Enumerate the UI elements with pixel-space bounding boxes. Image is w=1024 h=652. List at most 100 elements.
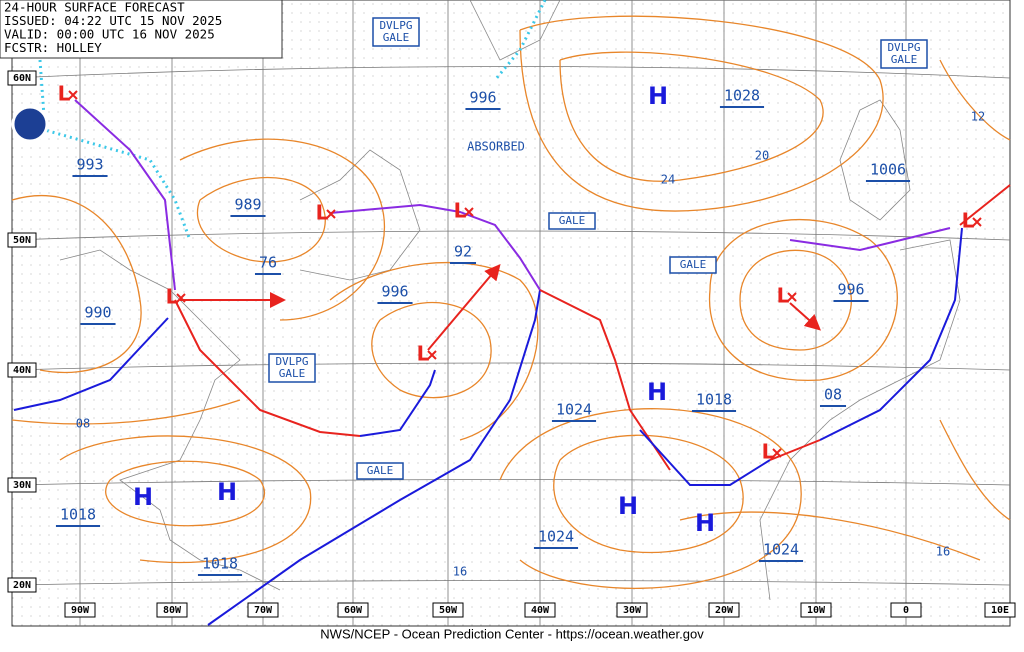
lon-label: 10W [807, 605, 826, 616]
lon-label-box [708, 602, 740, 618]
lon-label-box [432, 602, 464, 618]
lat-label-box [7, 477, 37, 493]
low-center: L [762, 440, 775, 464]
pressure-label: 1024 [763, 541, 799, 559]
grid [11, 0, 1011, 626]
pressure-label: 1006 [870, 161, 906, 179]
isobar-label: 20 [755, 149, 769, 163]
lat-label: 30N [13, 480, 31, 491]
pressure-label: 08 [824, 386, 842, 404]
coastlines [59, 0, 961, 601]
lon-label: 50W [439, 605, 458, 616]
lat-label: 40N [13, 365, 31, 376]
lat-label-box [7, 70, 37, 86]
isobar-label: 24 [661, 173, 675, 187]
lon-label-box [890, 602, 922, 618]
high-center: H [648, 82, 668, 110]
warning-box [268, 353, 316, 383]
warning-box [669, 256, 717, 274]
low-center: L [58, 82, 71, 106]
lon-label: 70W [254, 605, 273, 616]
lon-label-box [247, 602, 279, 618]
isobar-label: 16 [936, 545, 950, 559]
lon-label: 60W [344, 605, 363, 616]
lon-label: 30W [623, 605, 642, 616]
low-center: L [417, 342, 430, 366]
low-cross [464, 207, 474, 217]
pressure-label: 1024 [556, 401, 592, 419]
lon-label: 0 [903, 605, 909, 616]
header-line: FCSTR: HOLLEY [4, 40, 102, 55]
annotation: ABSORBED [467, 140, 525, 154]
warning-label: GALE [367, 464, 394, 477]
pressure-label: 1018 [202, 555, 238, 573]
lat-label-box [7, 232, 37, 248]
pressure-label: 996 [381, 283, 408, 301]
low-center: L [962, 209, 975, 233]
high-center: H [695, 509, 715, 537]
lat-label-box [7, 362, 37, 378]
warning-box [548, 212, 596, 230]
pressure-label: 76 [259, 254, 277, 272]
tracks [180, 263, 821, 351]
warning-label: GALE [680, 258, 707, 271]
isobar-label: 16 [453, 565, 467, 579]
lon-label: 20W [715, 605, 734, 616]
lon-label-box [337, 602, 369, 618]
lon-label-box [800, 602, 832, 618]
warning-label: GALE [559, 214, 586, 227]
warning-label: DVLPG [379, 19, 412, 32]
isobar-label: 08 [76, 417, 90, 431]
nws-logo [11, 105, 49, 143]
lon-label-box [984, 602, 1016, 618]
low-cross [972, 217, 982, 227]
high-center: H [217, 478, 237, 506]
isobars [11, 15, 1011, 589]
isobar-label: 12 [971, 110, 985, 124]
high-center: H [647, 378, 667, 406]
low-cross [787, 292, 797, 302]
warning-label: GALE [279, 367, 306, 380]
lon-label: 80W [163, 605, 182, 616]
low-center: L [777, 284, 790, 308]
header-box [0, 0, 283, 59]
low-cross [176, 293, 186, 303]
pressure-label: 996 [837, 281, 864, 299]
low-center: L [316, 201, 329, 225]
low-cross [427, 350, 437, 360]
pressure-label: 1018 [696, 391, 732, 409]
footer: NWS/NCEP - Ocean Prediction Center - htt… [320, 626, 704, 641]
low-center: L [166, 285, 179, 309]
pressure-label: 993 [76, 156, 103, 174]
pressure-label: 990 [84, 304, 111, 322]
warning-box [372, 17, 420, 47]
pressure-label: 989 [234, 196, 261, 214]
ice-edge [38, 0, 547, 241]
lat-label-box [7, 577, 37, 593]
warning-label: DVLPG [887, 41, 920, 54]
lon-label: 90W [71, 605, 90, 616]
pressure-label: 996 [469, 89, 496, 107]
lat-label: 50N [13, 235, 31, 246]
warning-box [356, 462, 404, 480]
low-cross [326, 209, 336, 219]
low-cross [68, 90, 78, 100]
lon-label-box [616, 602, 648, 618]
lon-label: 40W [531, 605, 550, 616]
header-line: ISSUED: 04:22 UTC 15 NOV 2025 [4, 13, 222, 28]
pressure-label: 1018 [60, 506, 96, 524]
warning-label: DVLPG [275, 355, 308, 368]
fronts [13, 99, 1011, 626]
warning-box [880, 39, 928, 69]
pressure-label: 1024 [538, 528, 574, 546]
warning-label: GALE [383, 31, 410, 44]
warning-label: GALE [891, 53, 918, 66]
map-area [11, 0, 1011, 627]
lon-label: 10E [991, 605, 1009, 616]
pressure-label: 92 [454, 243, 472, 261]
lat-label: 20N [13, 580, 31, 591]
low-cross [772, 448, 782, 458]
lat-label: 60N [13, 73, 31, 84]
lon-label-box [64, 602, 96, 618]
